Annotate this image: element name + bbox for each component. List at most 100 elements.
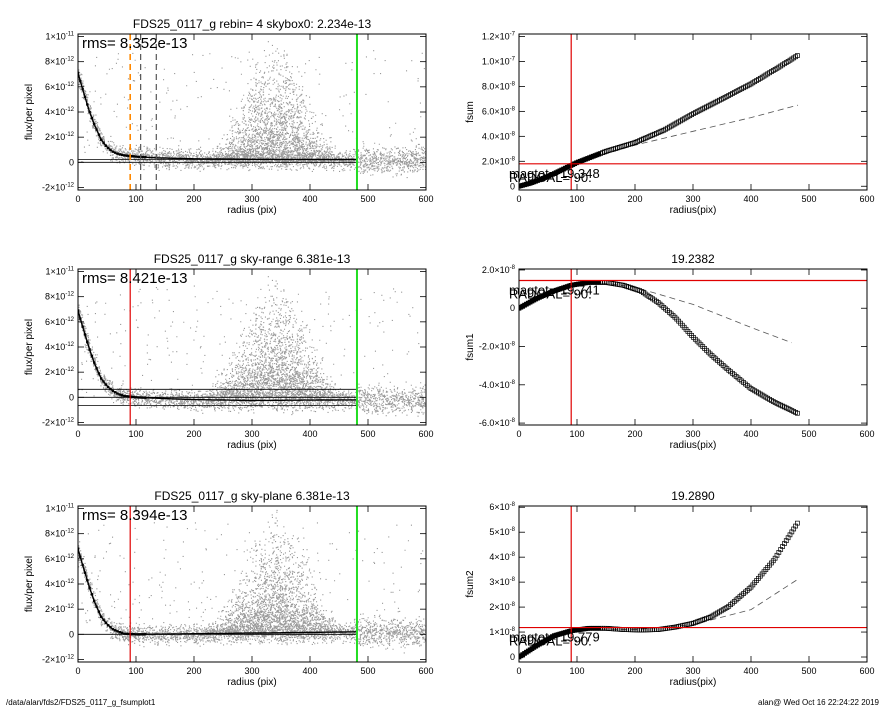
data-point-150 [795, 53, 800, 58]
profile-marker-2 [81, 563, 84, 567]
profile-marker-1 [79, 79, 82, 83]
profile-marker-15 [111, 389, 114, 393]
profile-marker-17 [116, 152, 119, 155]
y-tick-label-0: -2×10-12 [42, 654, 75, 664]
profile-marker-16 [113, 391, 117, 394]
profile-marker-28 [141, 633, 145, 636]
profile-marker-10 [100, 377, 103, 380]
x-axis-label: radius(pix) [670, 205, 717, 216]
x-tick-label-2: 200 [627, 429, 642, 439]
x-tick-label-6: 600 [859, 194, 874, 204]
chart-title: 19.2382 [671, 252, 715, 266]
rms-annotation: rms= 8.421e-13 [82, 270, 187, 287]
profile-marker-24 [132, 395, 135, 399]
profile-marker-18 [118, 153, 121, 156]
chart-title: FDS25_0117_g sky-plane 6.381e-13 [154, 489, 350, 503]
x-axis-label: radius (pix) [227, 677, 276, 688]
profile-marker-21 [125, 154, 128, 157]
dashed-curve [571, 282, 792, 344]
x-tick-label-0: 0 [75, 666, 80, 676]
profile-marker-14 [109, 387, 112, 391]
profile-marker-18 [118, 630, 121, 634]
magtot-label: magtot= 19.348 [509, 166, 600, 181]
y-tick-label-2: 2×10-12 [45, 367, 75, 377]
y-axis-label: flux/per pixel [24, 556, 35, 612]
y-tick-label-2: 2×10-12 [45, 604, 75, 614]
y-tick-label-2: 2×10-12 [45, 132, 75, 142]
radgal-label: RADGAL= 90. [509, 634, 592, 649]
rms-annotation: rms= 8.394e-13 [82, 507, 187, 524]
profile-marker-29 [144, 396, 147, 399]
profile-marker-6 [90, 593, 94, 596]
x-axis-label: radius(pix) [670, 677, 717, 688]
profile-marker-4 [86, 340, 89, 344]
x-tick-label-5: 500 [360, 666, 375, 676]
profile-marker-1 [79, 555, 82, 559]
profile-marker-10 [100, 138, 103, 141]
y-tick-label-6: 6×10-8 [489, 502, 515, 512]
x-tick-label-0: 0 [516, 429, 521, 439]
x-axis-label: radius (pix) [227, 440, 276, 451]
y-axis-label: fsum2 [465, 570, 476, 598]
profile-marker-22 [127, 632, 131, 636]
profile-marker-21 [125, 632, 128, 636]
plot-area [519, 506, 867, 662]
profile-marker-10 [100, 615, 103, 618]
profile-marker-9 [97, 133, 101, 136]
profile-marker-24 [132, 632, 135, 636]
y-tick-label-2: 2×10-8 [489, 602, 515, 612]
x-tick-label-3: 300 [685, 194, 700, 204]
profile-marker-0 [78, 309, 80, 312]
profile-marker-27 [139, 633, 142, 636]
profile-marker-9 [97, 372, 101, 375]
y-tick-label-3: 0 [510, 303, 515, 313]
profile-marker-5 [88, 348, 91, 351]
plot-area [78, 506, 426, 662]
x-tick-label-6: 600 [418, 666, 433, 676]
profile-marker-12 [104, 144, 108, 147]
x-tick-label-1: 100 [128, 666, 143, 676]
profile-marker-8 [95, 605, 98, 608]
profile-marker-3 [83, 333, 87, 336]
y-tick-label-2: 4.0×10-8 [482, 131, 516, 141]
profile-marker-6 [90, 354, 94, 358]
y-tick-label-5: 1.0×10-7 [482, 56, 516, 66]
y-tick-label-6: 1×10-11 [45, 32, 74, 42]
profile-marker-19 [120, 631, 124, 635]
magtot-label: magtot= 19.741 [509, 282, 600, 297]
y-tick-label-4: 8.0×10-8 [482, 81, 516, 91]
profile-marker-25 [134, 396, 138, 399]
profile-marker-6 [90, 116, 94, 120]
y-tick-label-1: -4.0×10-8 [479, 380, 516, 390]
y-tick-label-4: 6×10-12 [45, 82, 75, 92]
x-tick-label-5: 500 [360, 429, 375, 439]
profile-marker-22 [127, 395, 131, 398]
x-tick-label-3: 300 [244, 429, 259, 439]
y-tick-label-3: 6.0×10-8 [482, 106, 516, 116]
profile-marker-15 [111, 628, 114, 631]
x-tick-label-2: 200 [186, 194, 201, 204]
profile-marker-1 [79, 317, 82, 320]
x-tick-label-0: 0 [75, 429, 80, 439]
x-tick-label-5: 500 [801, 429, 816, 439]
y-tick-label-4: 6×10-12 [45, 554, 75, 564]
profile-marker-29 [144, 633, 147, 636]
profile-marker-28 [141, 396, 145, 399]
profile-marker-15 [111, 150, 114, 153]
y-tick-label-5: 5×10-8 [489, 527, 515, 537]
profile-marker-25 [134, 633, 138, 636]
plot-area [78, 269, 426, 425]
profile-marker-12 [104, 621, 108, 624]
profile-marker-20 [123, 632, 126, 635]
y-tick-label-5: 8×10-12 [45, 292, 75, 302]
profile-marker-3 [83, 571, 87, 574]
y-tick-label-1: 2.0×10-8 [482, 156, 516, 166]
y-axis-label: flux/per pixel [24, 319, 35, 375]
x-tick-label-1: 100 [569, 666, 584, 676]
profile-marker-5 [88, 586, 91, 589]
x-tick-label-2: 200 [186, 429, 201, 439]
y-tick-label-5: 8×10-12 [45, 57, 75, 67]
x-tick-label-4: 400 [302, 429, 317, 439]
